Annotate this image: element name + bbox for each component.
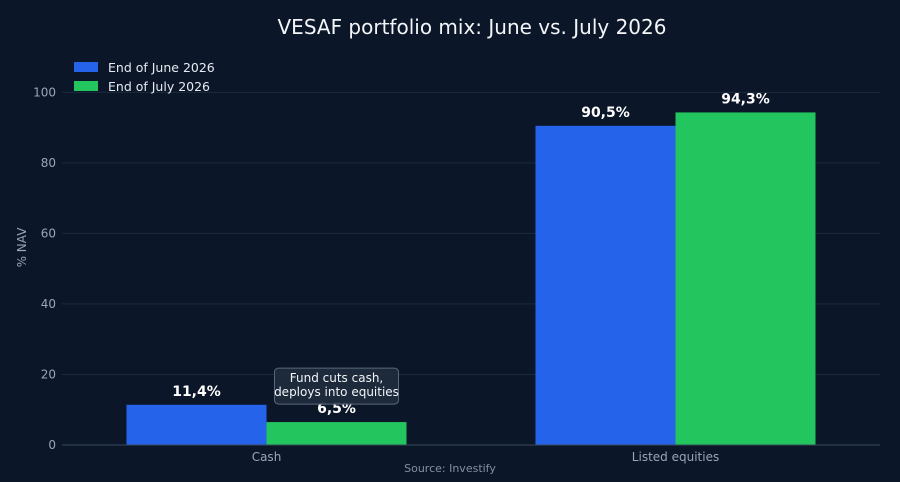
bar-july-cash xyxy=(266,422,407,445)
legend-swatch xyxy=(74,62,98,72)
annotation-box xyxy=(274,367,399,405)
data-label: 6,5% xyxy=(317,401,356,417)
annotation: Fund cuts cash,deploys into equities xyxy=(274,367,399,405)
x-axis-ticks: Cash Listed equities xyxy=(252,450,720,464)
bar-june-cash xyxy=(126,404,267,445)
y-tick-label: 40 xyxy=(41,297,56,311)
y-axis-title: % NAV xyxy=(15,227,29,268)
x-tick-label: Listed equities xyxy=(632,450,719,464)
legend-label: End of June 2026 xyxy=(108,60,215,75)
data-label: 90,5% xyxy=(581,105,630,121)
y-tick-label: 60 xyxy=(41,226,56,240)
legend-swatch xyxy=(74,81,98,91)
x-tick-label: Cash xyxy=(252,450,282,464)
y-tick-label: 100 xyxy=(33,85,56,99)
y-tick-label: 20 xyxy=(41,367,56,381)
bars xyxy=(126,112,816,446)
annotation-text: deploys into equities xyxy=(274,385,399,399)
data-labels: 11,4% 6,5% 90,5% 94,3% xyxy=(172,91,770,417)
y-axis-ticks: 0 20 40 60 80 100 xyxy=(33,85,56,452)
legend: End of June 2026 End of July 2026 xyxy=(74,60,215,94)
bar-july-listed-equities xyxy=(675,112,816,446)
y-tick-label: 0 xyxy=(48,438,56,452)
source-note: Source: Investify xyxy=(404,462,496,475)
data-label: 11,4% xyxy=(172,384,221,400)
legend-label: End of July 2026 xyxy=(108,79,210,94)
data-label: 94,3% xyxy=(721,91,770,107)
bar-june-listed-equities xyxy=(535,125,676,445)
annotation-text: Fund cuts cash, xyxy=(290,371,384,385)
y-tick-label: 80 xyxy=(41,156,56,170)
chart-title: VESAF portfolio mix: June vs. July 2026 xyxy=(278,15,667,39)
